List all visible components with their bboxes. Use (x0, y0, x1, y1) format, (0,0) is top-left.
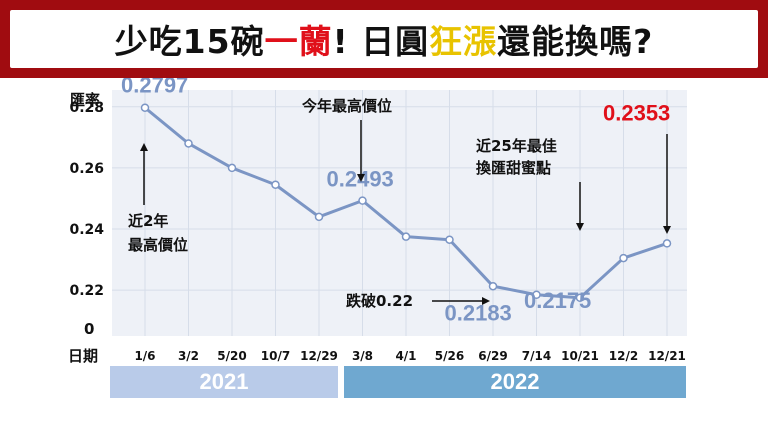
data-point (401, 232, 411, 241)
x-tick-label: 4/1 (395, 349, 416, 363)
y-tick-label: 0.26 (69, 161, 104, 177)
title-part-5: 還能換嗎? (497, 22, 654, 61)
data-point (227, 163, 237, 173)
x-tick-label: 10/21 (561, 349, 599, 363)
title-banner: 少吃15碗 一蘭! 日圓 狂漲 還能換嗎? (0, 0, 768, 78)
data-point (488, 281, 498, 291)
data-point (314, 212, 324, 222)
data-point (575, 293, 585, 303)
x-tick-label: 3/8 (352, 349, 373, 363)
data-point (184, 139, 193, 148)
x-tick-label: 12/21 (648, 349, 686, 363)
plot-area (112, 90, 687, 336)
data-label: 0.2797 (121, 78, 188, 98)
data-label: 0.2183 (445, 301, 512, 326)
data-point (358, 196, 367, 205)
annotation-this-year-high: 今年最高價位 (301, 97, 392, 115)
annotation-best-point-line1: 近25年最佳 (476, 137, 557, 155)
x-tick-label: 1/6 (134, 349, 155, 363)
exchange-rate-chart: 0.28 0.26 0.24 0.22 1/6 3/2 5/20 10/7 12/29 3/8 4/… (68, 78, 687, 365)
title-part-4: 狂漲 (429, 22, 498, 61)
x-tick-label: 12/2 (609, 349, 638, 363)
x-tick-label: 5/20 (217, 349, 246, 363)
data-point (532, 290, 541, 299)
title-part-2: 一蘭 (264, 22, 333, 61)
annotation-break-below: 跌破0.22 (346, 292, 413, 310)
title-part-3: ! 日圓 (332, 22, 430, 61)
x-tick-label: 6/29 (478, 349, 507, 363)
title-part-1: 少吃15碗 (114, 22, 265, 61)
data-point (662, 239, 672, 248)
data-label: 0.2175 (524, 288, 591, 313)
annotation-two-year-high-line2: 最高價位 (128, 236, 188, 254)
y-axis-label: 匯率 (70, 91, 100, 109)
chart-title: 少吃15碗 一蘭! 日圓 狂漲 還能換嗎? (10, 10, 758, 68)
data-point (445, 235, 454, 244)
x-tick-label: 3/2 (178, 349, 199, 363)
x-axis-label: 日期 (68, 347, 98, 365)
y-tick-label: 0.22 (69, 283, 104, 299)
x-tick-label: 10/7 (261, 349, 290, 363)
y-tick-label: 0.28 (69, 100, 104, 116)
data-label: 0.2353 (603, 100, 670, 125)
data-point (140, 103, 150, 112)
data-point (619, 253, 628, 263)
annotation-best-point-line2: 換匯甜蜜點 (476, 159, 551, 177)
year-bar-2021: 2021 (110, 366, 338, 398)
data-label: 0.2493 (327, 167, 394, 192)
zero-label: 0 (84, 320, 94, 338)
x-tick-label: 7/14 (522, 349, 551, 363)
data-point (271, 180, 280, 189)
x-tick-label: 5/26 (435, 349, 464, 363)
x-tick-label: 12/29 (300, 349, 338, 363)
year-bar-2022: 2022 (344, 366, 686, 398)
annotation-two-year-high-line1: 近2年 (128, 212, 168, 230)
y-tick-label: 0.24 (69, 222, 104, 238)
title-box: 少吃15碗 一蘭! 日圓 狂漲 還能換嗎? (10, 10, 758, 68)
